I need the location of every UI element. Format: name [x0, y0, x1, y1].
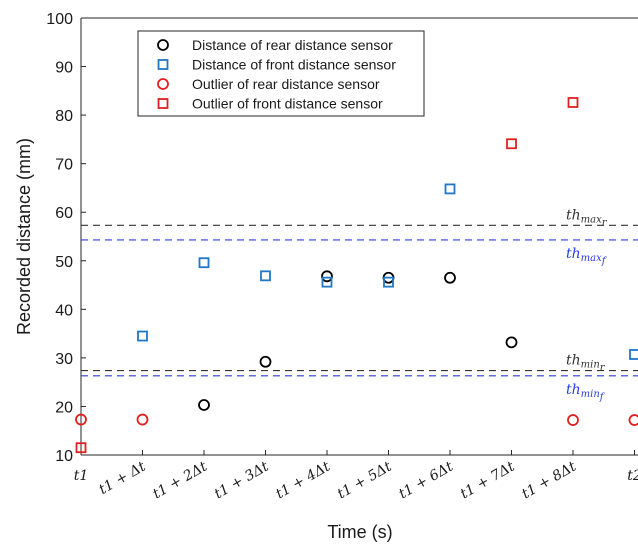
threshold-label: thminr — [566, 353, 606, 374]
x-tick-label: t1 + 5Δt — [335, 458, 395, 502]
data-point-series-1 — [321, 270, 333, 283]
data-point-series-2 — [444, 183, 456, 195]
y-tick-label: 40 — [55, 302, 73, 319]
x-tick-label: t1 + 7Δt — [458, 458, 518, 502]
x-tick-label: t2 — [627, 468, 638, 484]
data-point-series-2 — [198, 257, 210, 269]
data-point-series-1 — [259, 355, 272, 368]
legend: Distance of rear distance sensor Distance… — [137, 30, 425, 117]
data-point-series-1 — [198, 399, 210, 411]
data-point-series-2 — [629, 349, 638, 360]
data-point-series-3 — [75, 413, 87, 426]
data-point-series-2 — [383, 276, 394, 288]
data-point-series-4 — [75, 442, 87, 454]
y-tick-label: 100 — [46, 11, 73, 28]
legend-label: Distance of front distance sensor — [192, 57, 396, 73]
legend-label: Distance of rear distance sensor — [192, 37, 393, 53]
data-point-series-2 — [321, 276, 333, 288]
data-point-series-1 — [505, 336, 518, 349]
threshold-label: thmaxf — [566, 246, 608, 267]
data-point-series-4 — [506, 138, 517, 150]
x-tick-label: t1 — [74, 468, 89, 484]
threshold-label: thminf — [566, 382, 606, 403]
data-point-series-3 — [567, 414, 579, 426]
data-point-series-1 — [444, 271, 456, 284]
legend-marker — [157, 98, 169, 109]
x-axis-label: Time (s) — [327, 522, 392, 542]
data-point-series-2 — [260, 270, 271, 282]
data-point-series-4 — [567, 97, 579, 108]
y-tick-label: 80 — [55, 108, 73, 125]
y-tick-label: 70 — [55, 157, 73, 174]
legend-marker — [157, 39, 169, 51]
x-tick-label: t1 + 8Δt — [519, 458, 579, 502]
y-tick-label: 50 — [55, 254, 73, 271]
data-point-series-2 — [137, 330, 148, 342]
y-tick-label: 20 — [55, 399, 73, 416]
threshold-label: thmaxr — [566, 207, 608, 228]
x-tick-label: t1 + 4Δt — [273, 458, 333, 502]
legend-label: Outlier of front distance sensor — [192, 96, 383, 112]
legend-marker — [157, 78, 169, 90]
data-point-series-3 — [628, 414, 638, 426]
y-tick-label: 60 — [55, 205, 73, 222]
x-tick-label: t1 + 3Δt — [212, 458, 272, 502]
legend-box — [137, 30, 425, 117]
y-tick-label: 90 — [55, 60, 73, 77]
y-axis-label: Recorded distance (mm) — [14, 138, 34, 335]
x-tick-label: t1 + 6Δt — [396, 458, 456, 502]
data-point-series-3 — [136, 413, 149, 426]
legend-marker — [157, 59, 169, 70]
x-tick-label: t1 + 2Δt — [150, 458, 210, 502]
y-tick-label: 10 — [55, 448, 73, 465]
y-tick-label: 30 — [55, 351, 73, 368]
legend-label: Outlier of rear distance sensor — [192, 76, 380, 92]
x-tick-label: t1 + Δt — [96, 458, 148, 497]
